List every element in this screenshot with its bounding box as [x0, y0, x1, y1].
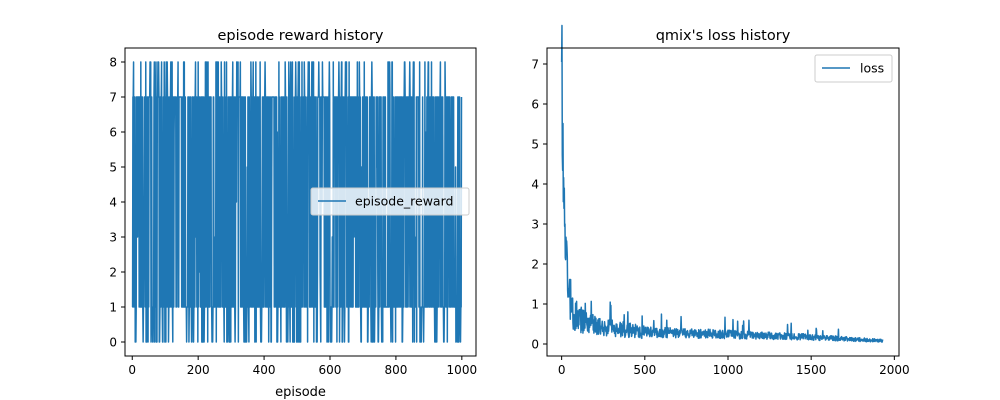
left-axes: episode reward history 0 200 400 600 800 1000… — [109, 28, 477, 400]
right-x-tick-label: 0 — [558, 363, 566, 377]
left-y-tick-label: 4 — [109, 196, 117, 210]
right-y-tick-label: 3 — [531, 218, 539, 232]
left-chart-title: episode reward history — [217, 28, 383, 44]
right-y-tick-label: 2 — [531, 258, 539, 272]
right-axes-frame — [546, 47, 900, 357]
right-legend-box — [814, 54, 893, 83]
right-y-tick-label: 1 — [531, 298, 539, 312]
left-y-tick-label: 7 — [109, 91, 117, 105]
right-x-tick-label: 500 — [633, 363, 656, 377]
left-y-tick-label: 0 — [109, 336, 117, 350]
right-axes: qmix's loss history 0 500 1000 1500 2000 0 1 2… — [531, 24, 910, 377]
left-y-tick-label: 6 — [109, 126, 117, 140]
left-x-axis-label: episode — [275, 385, 326, 400]
right-y-ticks: 0 1 2 3 4 5 6 7 — [531, 58, 547, 352]
left-y-tick-label: 8 — [109, 56, 117, 70]
left-x-ticks: 0 200 400 600 800 1000 — [128, 356, 477, 377]
left-legend-box — [310, 187, 470, 216]
left-x-tick-label: 800 — [384, 363, 407, 377]
right-y-tick-label: 5 — [531, 138, 539, 152]
left-x-tick-label: 600 — [319, 363, 342, 377]
left-x-tick-label: 400 — [253, 363, 276, 377]
left-y-tick-label: 1 — [109, 301, 117, 315]
right-y-tick-label: 0 — [531, 338, 539, 352]
left-y-ticks: 0 1 2 3 4 5 6 7 8 — [109, 56, 125, 350]
right-series-line-loss — [560, 24, 884, 343]
left-legend: episode_reward — [310, 187, 470, 216]
right-x-tick-label: 1000 — [713, 363, 744, 377]
left-y-tick-label: 3 — [109, 231, 117, 245]
right-y-tick-label: 7 — [531, 58, 539, 72]
left-legend-label: episode_reward — [355, 194, 453, 209]
left-y-tick-label: 5 — [109, 161, 117, 175]
left-y-tick-label: 2 — [109, 266, 117, 280]
right-y-tick-label: 4 — [531, 178, 539, 192]
right-chart-title: qmix's loss history — [656, 28, 791, 44]
right-x-ticks: 0 500 1000 1500 2000 — [558, 356, 910, 377]
right-x-tick-label: 1500 — [796, 363, 827, 377]
right-plot-area — [560, 24, 884, 343]
left-x-tick-label: 0 — [128, 363, 136, 377]
right-legend-label: loss — [860, 61, 884, 76]
left-x-tick-label: 1000 — [447, 363, 478, 377]
right-x-tick-label: 2000 — [879, 363, 910, 377]
right-y-tick-label: 6 — [531, 98, 539, 112]
right-legend: loss — [814, 54, 893, 83]
left-x-tick-label: 200 — [187, 363, 210, 377]
